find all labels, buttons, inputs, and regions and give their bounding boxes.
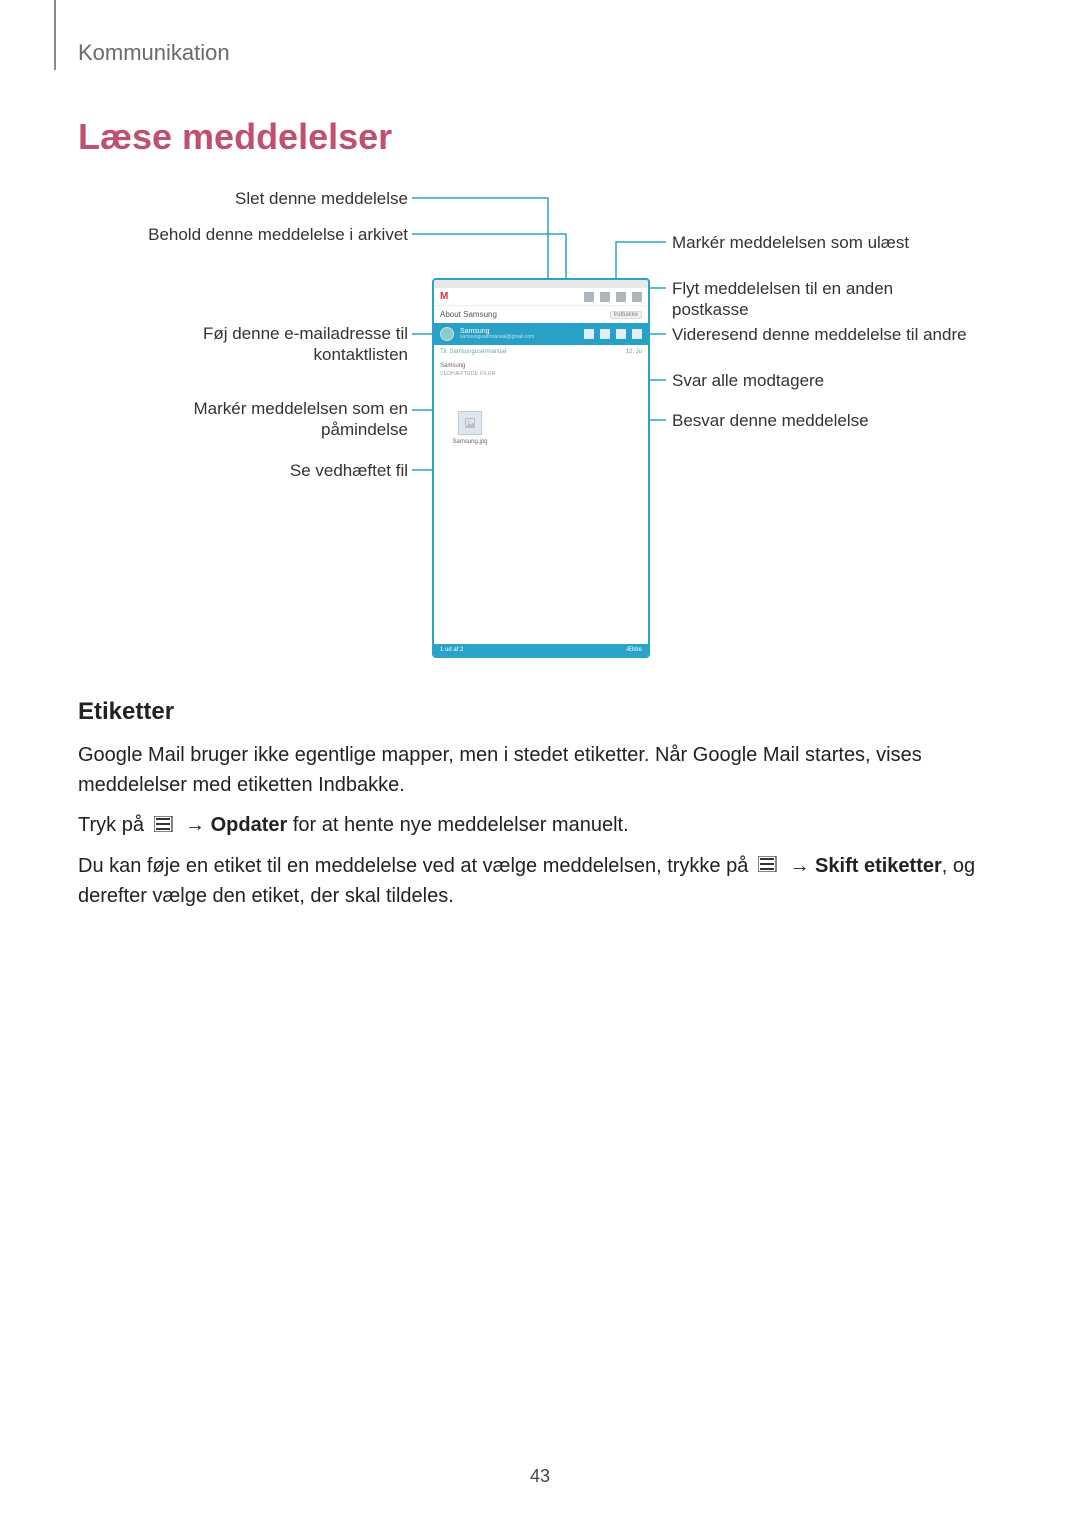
callout-reply-all: Svar alle modtagere <box>672 370 972 391</box>
archive-icon[interactable] <box>584 292 594 302</box>
p2-bold: Opdater <box>211 814 288 836</box>
toolbar-icons <box>584 292 642 302</box>
callout-label: Føj denne e-mailadresse til kontaktliste… <box>203 324 408 364</box>
attachment-name: Samsung.jpg <box>440 439 500 445</box>
callout-label: Markér meddelelsen som en påmindelse <box>194 399 408 439</box>
callout-label: Flyt meddelelsen til en anden postkasse <box>672 279 893 319</box>
attachment-thumb-icon <box>458 411 482 435</box>
subject-text: About Samsung <box>440 310 497 319</box>
callout-add-contact: Føj denne e-mailadresse til kontaktliste… <box>148 323 408 366</box>
move-to-icon[interactable] <box>632 292 642 302</box>
margin-rule <box>54 0 56 70</box>
message-body: Samsung VEDHÆFTEDE FILER <box>434 359 648 381</box>
page-number: 43 <box>0 1466 1080 1487</box>
p3-bold: Skift etiketter <box>815 855 942 877</box>
forward-icon[interactable] <box>632 329 642 339</box>
page-title: Læse meddelelser <box>78 116 1010 158</box>
footer-older[interactable]: Ældre <box>626 647 642 653</box>
callout-archive: Behold denne meddelelse i arkivet <box>148 224 408 245</box>
footer-counter: 1 ud af 2 <box>440 647 463 653</box>
phone-screenshot: M About Samsung Indbakke Samsung samsun <box>432 278 650 658</box>
reply-icon[interactable] <box>600 329 610 339</box>
callout-mark-unread: Markér meddelelsen som ulæst <box>672 232 972 253</box>
avatar-icon[interactable] <box>440 327 454 341</box>
callout-reply: Besvar denne meddelelse <box>672 410 972 431</box>
callout-delete: Slet denne meddelelse <box>148 188 408 209</box>
callout-forward: Videresend denne meddelelse til andre <box>672 324 972 345</box>
p2-post: for at hente nye meddelelser manuelt. <box>287 814 628 836</box>
menu-icon <box>758 851 780 881</box>
paragraph-2: Tryk på → Opdater for at hente nye medde… <box>78 810 1010 841</box>
date-text: 12. Ju <box>626 349 642 355</box>
meta-row: Til: Samsungusermanual 12. Ju <box>434 345 648 359</box>
subject-row: About Samsung Indbakke <box>434 306 648 323</box>
breadcrumb: Kommunikation <box>78 40 1010 66</box>
manual-page: Kommunikation Læse meddelelser Slet denn… <box>0 0 1080 1527</box>
delete-icon[interactable] <box>600 292 610 302</box>
annotated-screenshot: Slet denne meddelelse Behold denne medde… <box>78 188 1010 668</box>
gmail-logo-icon: M <box>440 291 448 302</box>
status-bar <box>434 280 648 288</box>
callout-label: Slet denne meddelelse <box>235 189 408 208</box>
section-heading-etiketter: Etiketter <box>78 698 1010 726</box>
attachments-heading: VEDHÆFTEDE FILER <box>440 371 642 377</box>
p3-arrow: → <box>784 855 815 877</box>
sender-block: Samsung samsungusermanual@gmail.com <box>460 328 534 340</box>
p2-pre: Tryk på <box>78 814 150 836</box>
message-footer: 1 ud af 2 Ældre <box>434 644 648 656</box>
to-line: Til: Samsungusermanual <box>440 349 506 355</box>
reply-all-icon[interactable] <box>616 329 626 339</box>
mark-unread-icon[interactable] <box>616 292 626 302</box>
callout-label: Besvar denne meddelelse <box>672 411 869 430</box>
p3-pre: Du kan føje en etiket til en meddelelse … <box>78 855 754 877</box>
callout-attachment: Se vedhæftet fil <box>148 460 408 481</box>
callout-reminder: Markér meddelelsen som en påmindelse <box>148 398 408 441</box>
sender-email: samsungusermanual@gmail.com <box>460 335 534 340</box>
inbox-badge: Indbakke <box>610 311 642 319</box>
callout-label: Svar alle modtagere <box>672 371 824 390</box>
callout-label: Videresend denne meddelelse til andre <box>672 325 967 344</box>
callout-label: Behold denne meddelelse i arkivet <box>148 225 408 244</box>
paragraph-3: Du kan føje en etiket til en meddelelse … <box>78 851 1010 912</box>
message-header: Samsung samsungusermanual@gmail.com <box>434 323 648 345</box>
menu-icon <box>154 811 176 841</box>
p2-arrow: → <box>180 814 211 836</box>
body-greeting: Samsung <box>440 363 642 369</box>
attachment-block[interactable]: Samsung.jpg <box>440 411 500 445</box>
callout-label: Markér meddelelsen som ulæst <box>672 233 909 252</box>
paragraph-1: Google Mail bruger ikke egentlige mapper… <box>78 740 1010 800</box>
star-icon[interactable] <box>584 329 594 339</box>
callout-move-mailbox: Flyt meddelelsen til en anden postkasse <box>672 278 972 321</box>
app-toolbar: M <box>434 288 648 306</box>
callout-label: Se vedhæftet fil <box>290 461 408 480</box>
